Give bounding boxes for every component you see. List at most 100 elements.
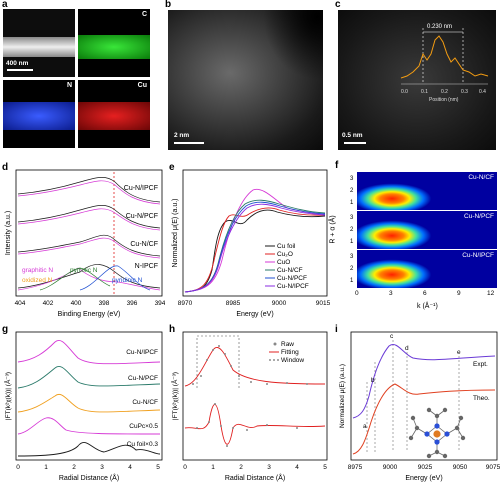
tick-label: 2 xyxy=(72,464,76,471)
tick-label: 394 xyxy=(155,300,165,307)
tick-label: 1 xyxy=(350,200,354,206)
panel-label: d xyxy=(2,162,8,173)
x-axis-label: Radial Distance (Å) xyxy=(59,473,119,482)
tick-label: 1 xyxy=(44,464,48,471)
y-axis-label: Intensity (a.u.) xyxy=(5,211,12,255)
tick-label: 3 xyxy=(350,215,354,221)
tick-label: 12 xyxy=(487,290,495,297)
tick-label: 400 xyxy=(71,300,82,307)
tick-label: 4 xyxy=(128,464,132,471)
tick-label: 9050 xyxy=(453,464,468,471)
series-label: Cu-N/IPCF xyxy=(124,185,158,192)
wavelet-map xyxy=(357,250,497,288)
legend-item: Fitting xyxy=(281,349,299,356)
legend-item: Cu-N/PCF xyxy=(277,275,307,282)
tick-label: 2 xyxy=(350,188,354,194)
panel-label: h xyxy=(169,324,175,335)
x-axis-label: Binding Energy (eV) xyxy=(58,311,121,318)
y-axis-label: Normalized μ(E) (a.u.) xyxy=(172,199,179,268)
nitrogen-map: N xyxy=(3,80,75,148)
scale-bar xyxy=(344,142,366,144)
panel-g: g Cu-N/IPCF Cu-N/PCF Cu-N/CF CuPc×0.5 Cu… xyxy=(2,324,163,482)
series-label: N-IPCF xyxy=(135,263,158,270)
panel-label: b xyxy=(165,0,172,10)
tick-label: 3 xyxy=(267,464,271,471)
tick-label: 9000 xyxy=(272,300,287,307)
map-label: Cu-N/PCF xyxy=(464,213,494,220)
tick-label: 8970 xyxy=(178,300,193,307)
series-label: Theo. xyxy=(473,395,490,402)
tick-label: 9 xyxy=(457,290,461,297)
feature-mark: b xyxy=(371,377,375,384)
legend-item: CuO xyxy=(277,259,290,266)
scale-bar xyxy=(174,142,204,144)
tile-label: Cu xyxy=(137,82,147,89)
legend-item: Cu foil xyxy=(277,243,296,250)
tick-label: 1 xyxy=(211,464,215,471)
panel-i: i a b c d e Expt. Theo. 8975 9000 9025 9… xyxy=(335,324,500,482)
tick-label: 1 xyxy=(350,239,354,245)
legend-item: Raw xyxy=(281,341,294,348)
tick-label: 6 xyxy=(423,290,427,297)
map-label: Cu-N/CF xyxy=(468,174,494,181)
scale-bar-label: 2 nm xyxy=(174,132,190,139)
panel-f: f Cu-N/CF Cu-N/PCF Cu-N/IPCF 0 3 6 9 12 … xyxy=(329,160,500,320)
tick-label: 9075 xyxy=(486,464,500,471)
panel-label: c xyxy=(335,0,341,10)
legend-item: Window xyxy=(281,357,304,364)
y-axis-label: |FT(k²χ(k))| (Å⁻³) xyxy=(3,372,12,420)
scale-bar xyxy=(7,69,33,71)
panel-label: i xyxy=(335,324,338,335)
tick-label: 9025 xyxy=(418,464,433,471)
tick-label: 5 xyxy=(156,464,160,471)
series-label: Cu-N/CF xyxy=(130,241,158,248)
x-axis-label: k (Å⁻¹) xyxy=(417,303,438,310)
axis-label: Position (nm) xyxy=(429,97,459,103)
tick-label: 2 xyxy=(239,464,243,471)
tick-label: 0.0 xyxy=(401,89,408,95)
series-label: CuPc×0.5 xyxy=(129,423,158,430)
tick-label: 3 xyxy=(350,254,354,260)
series-label: Cu foil×0.3 xyxy=(127,441,159,448)
peak-label: pyrrolic N xyxy=(70,267,98,274)
tick-label: 9000 xyxy=(383,464,398,471)
feature-mark: c xyxy=(390,333,394,340)
x-axis-label: Energy (eV) xyxy=(405,475,442,482)
panel-b: b 2 nm xyxy=(163,0,328,157)
line-profile-inset: 0.230 nm 0.0 0.1 0.2 0.3 0.4 Position (n… xyxy=(400,24,489,103)
panel-h: h Raw Fitting Window 0 1 2 3 4 5 Radial … xyxy=(169,324,328,482)
tick-label: 0 xyxy=(183,464,187,471)
tile-label: C xyxy=(141,11,147,18)
tick-label: 3 xyxy=(389,290,393,297)
haadf-map: 400 nm xyxy=(3,9,75,77)
map-label: Cu-N/IPCF xyxy=(462,252,494,259)
tick-label: 2 xyxy=(350,227,354,233)
series-label: Expt. xyxy=(473,361,488,368)
tick-label: 2 xyxy=(350,266,354,272)
haadf-stem-image: 2 nm xyxy=(168,10,323,150)
tick-label: 1 xyxy=(350,278,354,284)
scale-bar-label: 400 nm xyxy=(6,60,29,67)
panel-label: g xyxy=(2,324,8,335)
y-axis-label: Normalized μ(E) (a.u.) xyxy=(339,364,346,428)
copper-map: Cu xyxy=(78,80,150,148)
series-label: Cu-N/PCF xyxy=(128,375,158,382)
y-axis-label: R + α (Å) xyxy=(329,215,337,244)
distance-annotation: 0.230 nm xyxy=(427,24,452,30)
peak-label: graphitic N xyxy=(22,267,53,274)
panel-a: a 400 nm C N Cu xyxy=(0,0,160,157)
tile-label: N xyxy=(66,82,72,89)
tick-label: 398 xyxy=(99,300,110,307)
carbon-map: C xyxy=(78,9,150,77)
tick-label: 4 xyxy=(295,464,299,471)
peak-label: pyridinic N xyxy=(112,277,143,284)
series-label: Cu-N/CF xyxy=(132,399,158,406)
x-axis-label: Energy (eV) xyxy=(236,311,273,318)
tick-label: 9015 xyxy=(316,300,330,307)
tick-label: 0.2 xyxy=(441,89,448,95)
panel-d: d Cu-N/IPCF Cu-N/PCF Cu-N/CF N-IPCF grap… xyxy=(2,162,165,318)
tick-label: 404 xyxy=(15,300,26,307)
tick-label: 0.4 xyxy=(479,89,486,95)
feature-mark: e xyxy=(457,349,461,356)
scale-bar-label: 0.5 nm xyxy=(342,132,363,139)
